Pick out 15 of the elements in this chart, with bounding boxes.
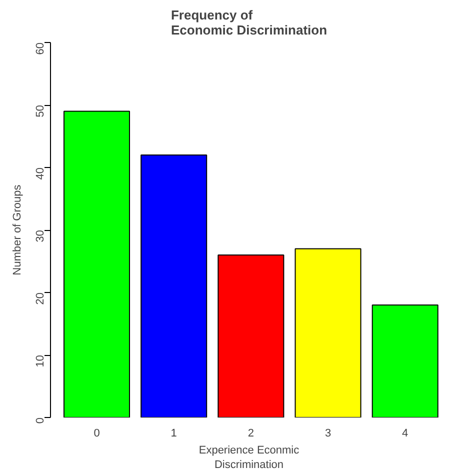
y-tick-label: 10 — [34, 354, 46, 368]
x-tick-label: 1 — [170, 428, 177, 440]
x-tick-label: 2 — [248, 428, 254, 440]
y-tick-label: 20 — [34, 292, 46, 305]
y-tick-label: 0 — [34, 417, 46, 424]
y-tick-label: 50 — [34, 104, 46, 118]
y-tick-label: 60 — [34, 42, 46, 55]
y-tick-label: 40 — [34, 167, 46, 180]
y-tick-label: 30 — [34, 230, 46, 242]
x-tick-label: 0 — [94, 428, 100, 440]
x-tick-label: 3 — [324, 428, 332, 440]
chart-title: Frequency of Economic Discrimination — [170, 8, 328, 38]
x-tick-label: 4 — [402, 428, 408, 440]
x-axis-title: Experience Econmic Discrimination — [198, 444, 300, 471]
y-axis-title: Number of Groups — [12, 184, 24, 276]
